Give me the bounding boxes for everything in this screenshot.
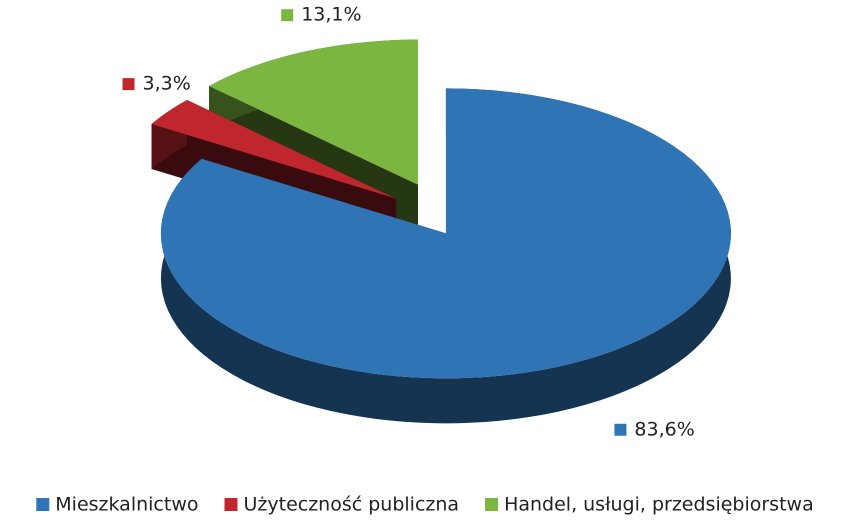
- slice: [151, 99, 397, 199]
- data-label: 83,6%: [634, 418, 694, 440]
- label-marker: [122, 78, 135, 91]
- slice: [209, 39, 418, 185]
- legend-marker: [485, 498, 499, 511]
- slice: [160, 88, 731, 379]
- legend-label: Mieszkalnictwo: [55, 494, 198, 516]
- legend-label: Użyteczność publiczna: [244, 494, 460, 516]
- legend-marker: [36, 498, 50, 511]
- data-label: 13,1%: [301, 4, 361, 26]
- legend-label: Handel, usługi, przedsiębiorstwa: [504, 494, 814, 516]
- label-marker: [614, 423, 627, 436]
- data-label: 3,3%: [143, 73, 191, 95]
- label-marker: [281, 9, 294, 22]
- legend-marker: [224, 498, 238, 511]
